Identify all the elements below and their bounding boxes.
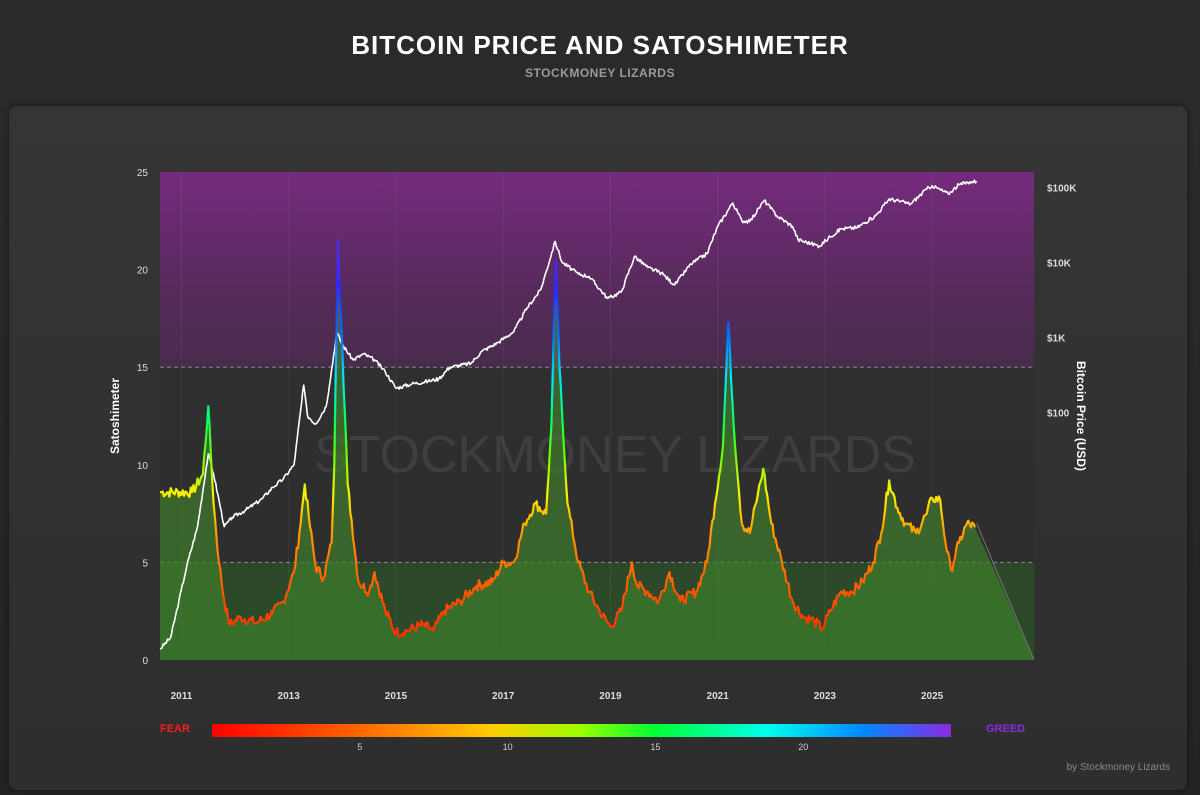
y-left-tick-label: 10	[137, 461, 149, 472]
y-left-tick-label: 0	[142, 656, 148, 667]
y-right-axis-label: Bitcoin Price (USD)	[1074, 361, 1088, 471]
colorbar-tick-label: 10	[503, 742, 513, 752]
x-tick-label: 2025	[921, 691, 944, 702]
x-tick-label: 2015	[385, 691, 408, 702]
y-right-tick-label: $1K	[1047, 333, 1066, 344]
y-left-tick-label: 5	[142, 558, 148, 569]
y-left-tick-label: 20	[137, 266, 149, 277]
greed-zone	[160, 172, 1034, 368]
y-right-tick-label: $100K	[1047, 183, 1077, 194]
satoshimeter-line	[159, 239, 977, 638]
forecast-line	[976, 523, 1035, 661]
x-tick-label: 2023	[814, 691, 837, 702]
page-title: BITCOIN PRICE AND SATOSHIMETER	[351, 30, 849, 60]
x-tick-label: 2011	[171, 691, 193, 702]
colorbar	[212, 724, 951, 737]
y-left-tick-label: 15	[137, 363, 149, 374]
y-left-tick-label: 25	[137, 168, 149, 179]
colorbar-tick-label: 5	[357, 742, 362, 752]
x-tick-label: 2013	[278, 691, 301, 702]
colorbar-fear-label: FEAR	[160, 723, 190, 735]
watermark: STOCKMONEY LIZARDS	[314, 426, 916, 484]
y-right-tick-label: $100	[1047, 408, 1070, 419]
y-left-axis-label: Satoshimeter	[108, 378, 122, 454]
credit-text: by Stockmoney Lizards	[1066, 762, 1170, 773]
x-tick-label: 2017	[492, 691, 515, 702]
x-tick-label: 2019	[599, 691, 622, 702]
page-subtitle: STOCKMONEY LIZARDS	[525, 66, 675, 80]
y-right-tick-label: $10K	[1047, 258, 1072, 269]
colorbar-greed-label: GREED	[986, 723, 1025, 735]
x-tick-label: 2021	[707, 691, 730, 702]
colorbar-tick-label: 15	[650, 742, 660, 752]
price-line	[159, 179, 978, 650]
colorbar-tick-label: 20	[798, 742, 808, 752]
